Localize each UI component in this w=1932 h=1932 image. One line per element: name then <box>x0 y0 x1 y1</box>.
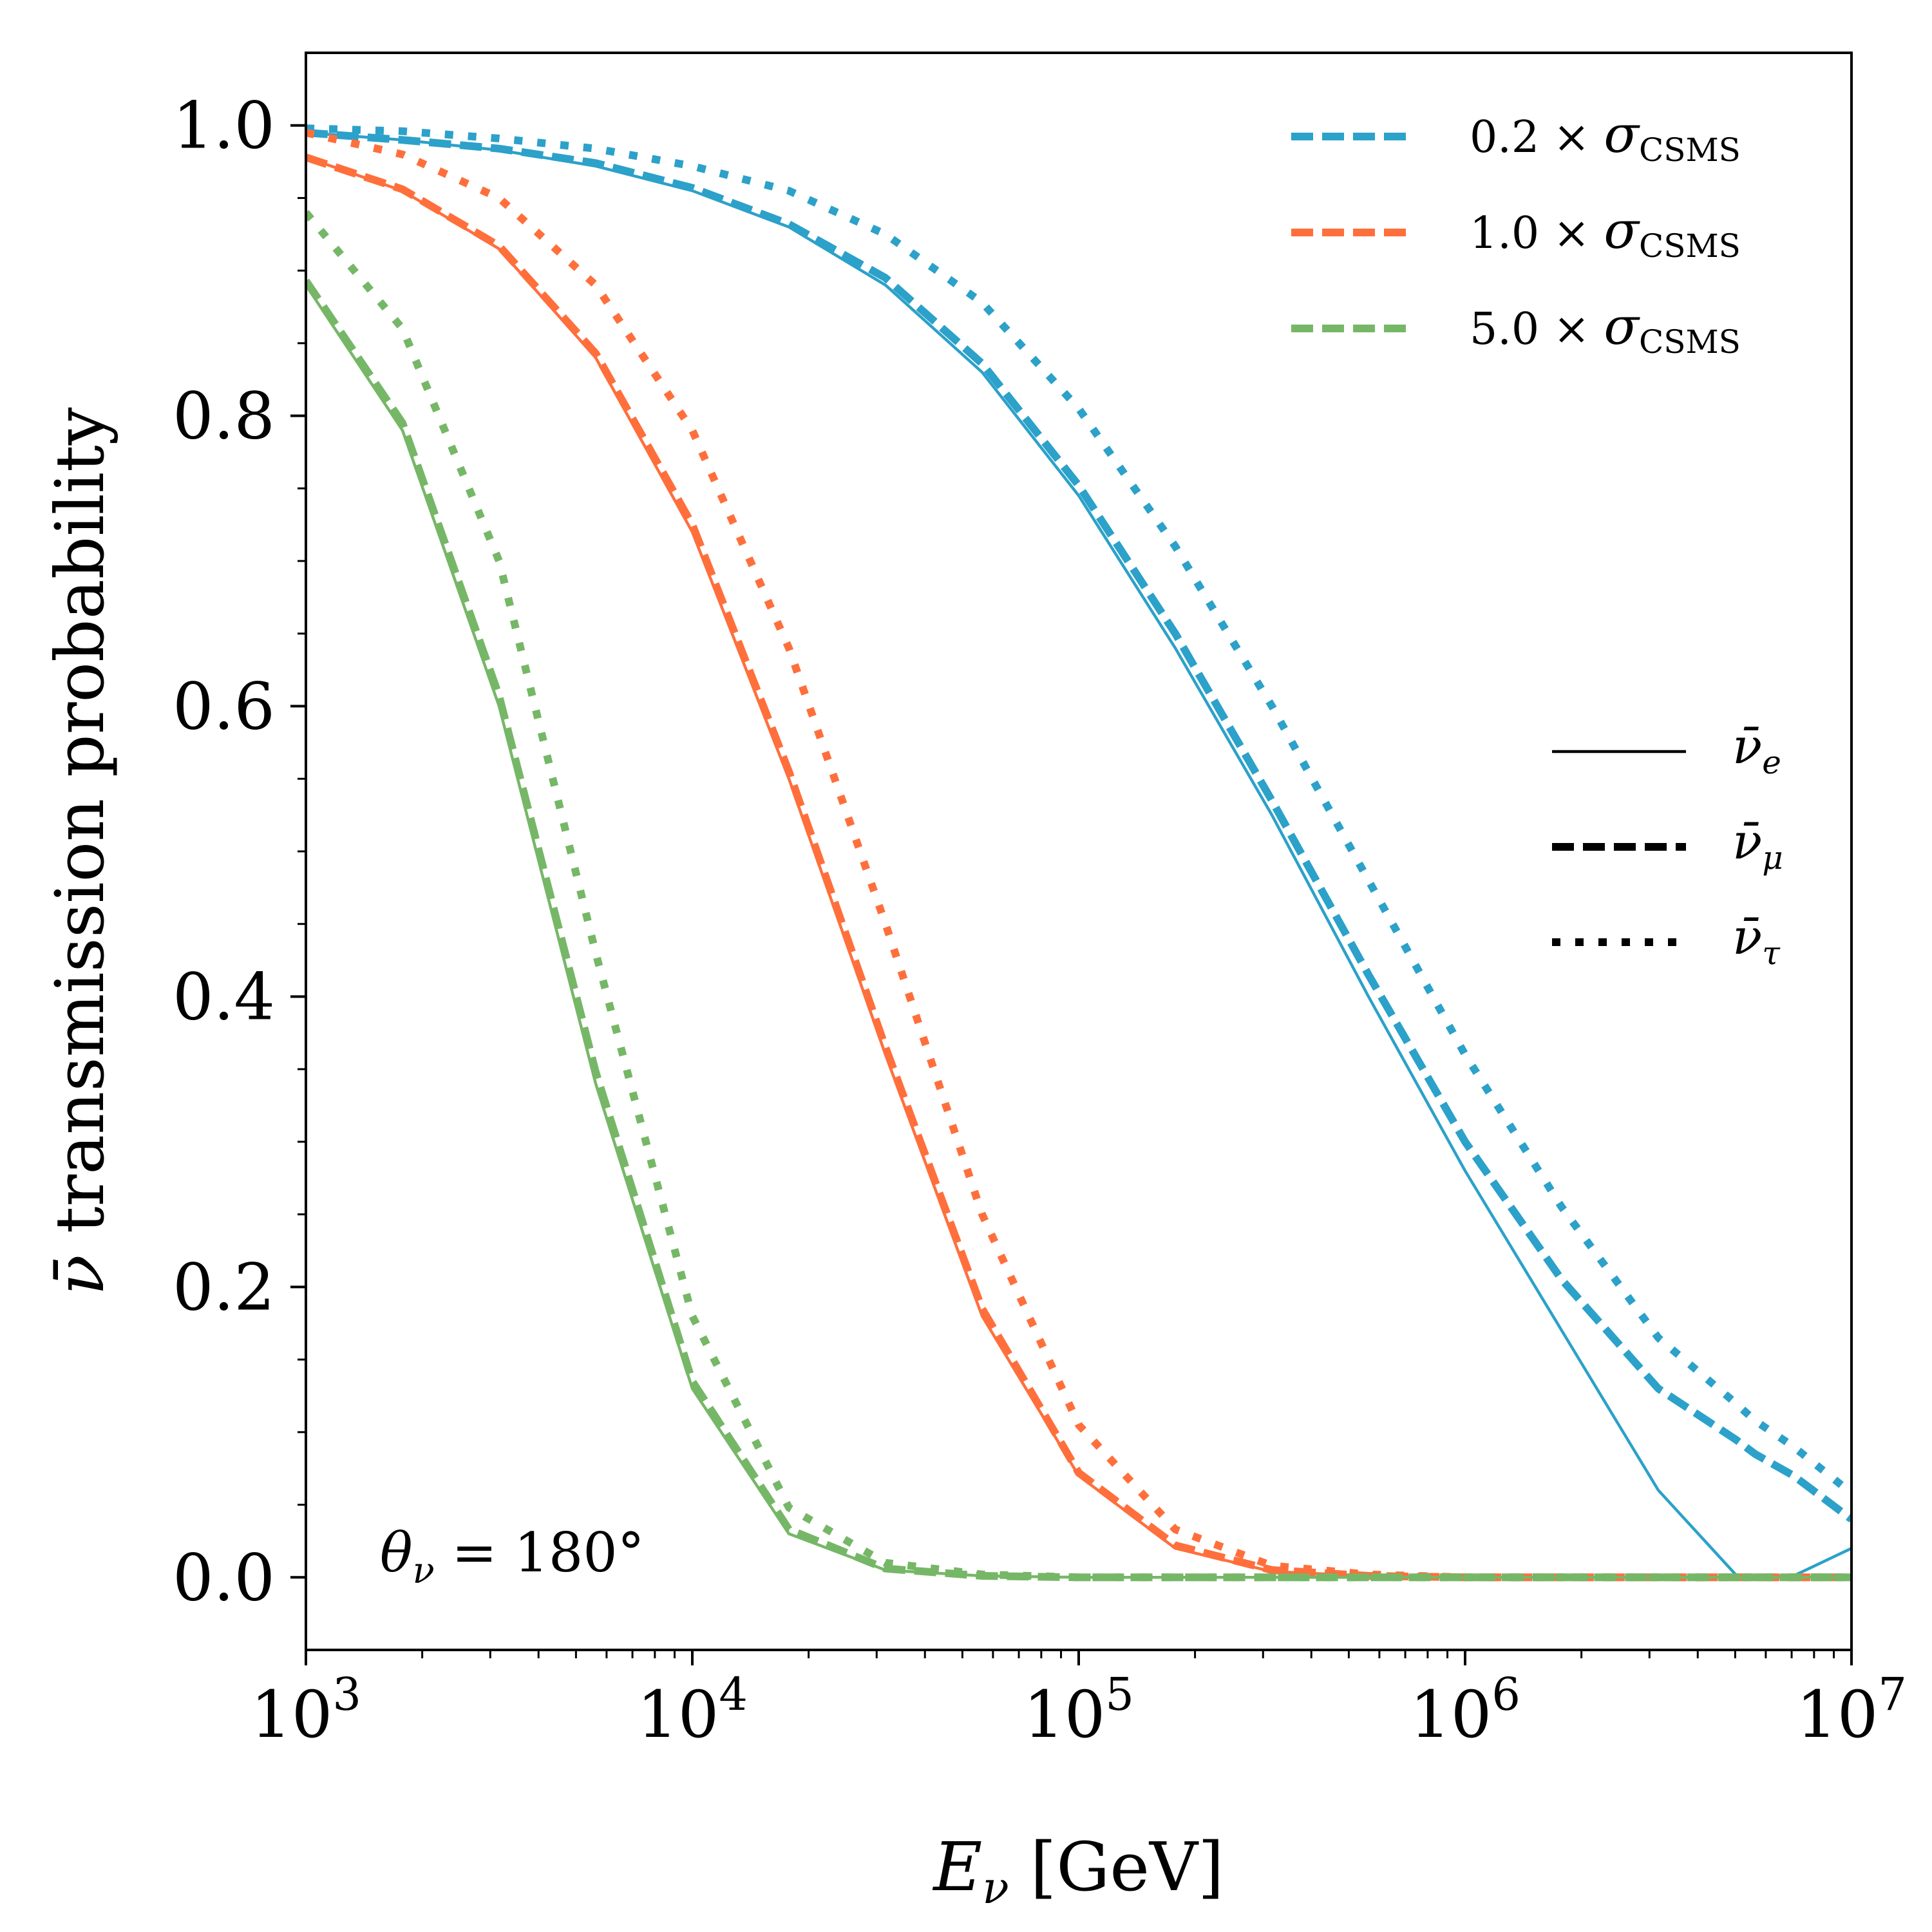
y-tick-label: 0.8 <box>173 379 275 454</box>
color-legend: 0.2 × σCSMS 1.0 × σCSMS 5.0 × σCSMS <box>1291 104 1741 361</box>
legend-flavor-μ: ν̄μ <box>1732 813 1783 876</box>
y-tick-label: 0.4 <box>173 959 275 1034</box>
x-tick-label: 107 <box>1796 1668 1907 1752</box>
series-line-5-0-dashed <box>306 278 1852 1582</box>
y-axis-label: ν̄ transmission probability <box>41 407 119 1295</box>
plot-frame <box>305 52 1853 1651</box>
y-tick-label: 0.0 <box>173 1540 275 1615</box>
x-tick-label: 106 <box>1410 1668 1520 1752</box>
x-tick-label: 104 <box>637 1668 748 1752</box>
series-line-1-0-dotted <box>306 129 1852 1582</box>
y-tick-label: 1.0 <box>173 88 275 164</box>
y-tick-label: 0.6 <box>173 669 275 744</box>
angle-annotation: θν = 180° <box>380 1521 645 1592</box>
series-line-0-2-dashed <box>306 129 1852 1522</box>
legend-flavor-τ: ν̄τ <box>1732 908 1781 972</box>
x-tick-label: 105 <box>1023 1668 1134 1752</box>
series-line-0-2-dotted <box>306 124 1852 1497</box>
style-legend: ν̄e ν̄μ ν̄τ <box>1552 717 1783 972</box>
x-tick-label: 103 <box>251 1668 361 1752</box>
legend-label-0-2: 0.2 × σCSMS <box>1470 104 1741 169</box>
series-layer <box>306 124 1852 1582</box>
y-tick-label: 0.2 <box>173 1249 275 1325</box>
legend-label-1-0: 1.0 × σCSMS <box>1470 200 1741 265</box>
legend-flavor-e: ν̄e <box>1732 717 1781 781</box>
legend-label-5-0: 5.0 × σCSMS <box>1470 296 1741 361</box>
ticks-layer: 0.0 0.2 0.4 0.6 0.8 1.0 103 104 105 106 107 <box>173 88 1907 1752</box>
x-axis-label: Eν [GeV] <box>932 1828 1224 1914</box>
